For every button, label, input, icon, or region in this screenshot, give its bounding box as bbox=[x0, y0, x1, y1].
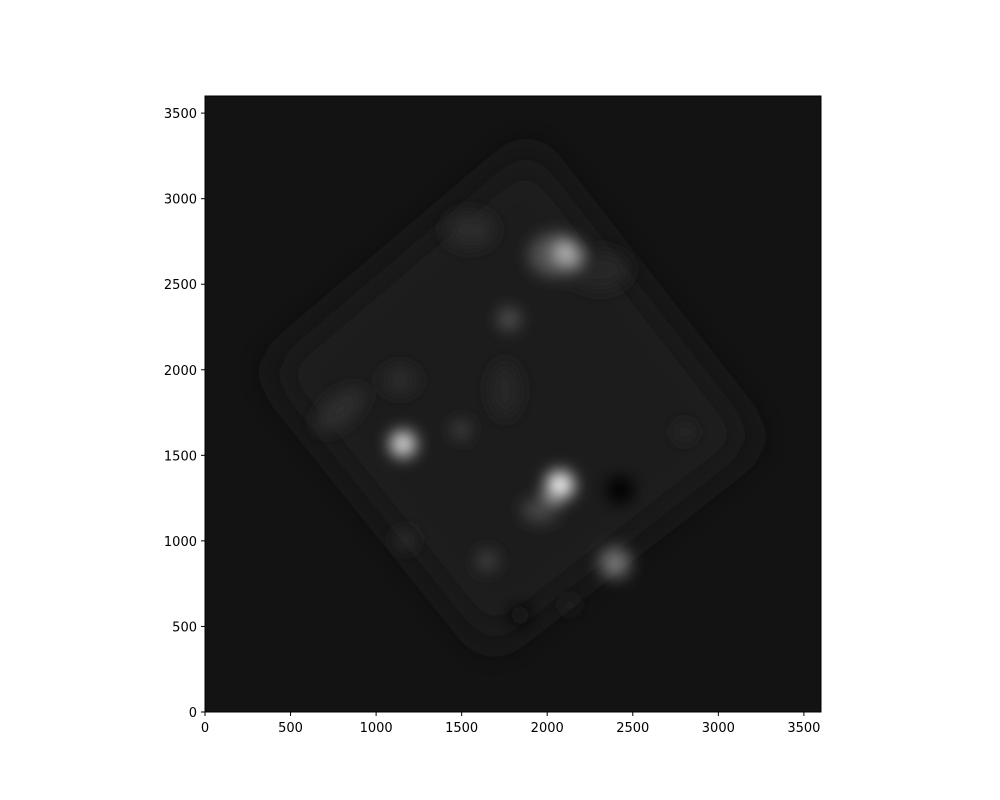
x-tick-label: 3000 bbox=[702, 721, 735, 736]
x-tick-label: 3500 bbox=[787, 721, 820, 736]
image-blobs bbox=[315, 212, 694, 625]
y-tick-label: 1500 bbox=[164, 449, 197, 464]
y-tick-label: 2500 bbox=[164, 278, 197, 293]
y-tick-label: 0 bbox=[189, 706, 197, 721]
axes-frame bbox=[204, 95, 822, 713]
y-tick-label: 2000 bbox=[164, 364, 197, 379]
image bbox=[205, 96, 821, 712]
x-tick-label: 2000 bbox=[531, 721, 564, 736]
y-tick-label: 1000 bbox=[164, 535, 197, 550]
y-tick-label: 3000 bbox=[164, 193, 197, 208]
x-tick-label: 0 bbox=[201, 721, 209, 736]
x-tick-label: 2500 bbox=[616, 721, 649, 736]
x-tick-label: 1500 bbox=[445, 721, 478, 736]
x-tick-label: 500 bbox=[278, 721, 303, 736]
x-tick-label: 1000 bbox=[360, 721, 393, 736]
y-tick-label: 500 bbox=[172, 620, 197, 635]
y-tick-label: 3500 bbox=[164, 107, 197, 122]
